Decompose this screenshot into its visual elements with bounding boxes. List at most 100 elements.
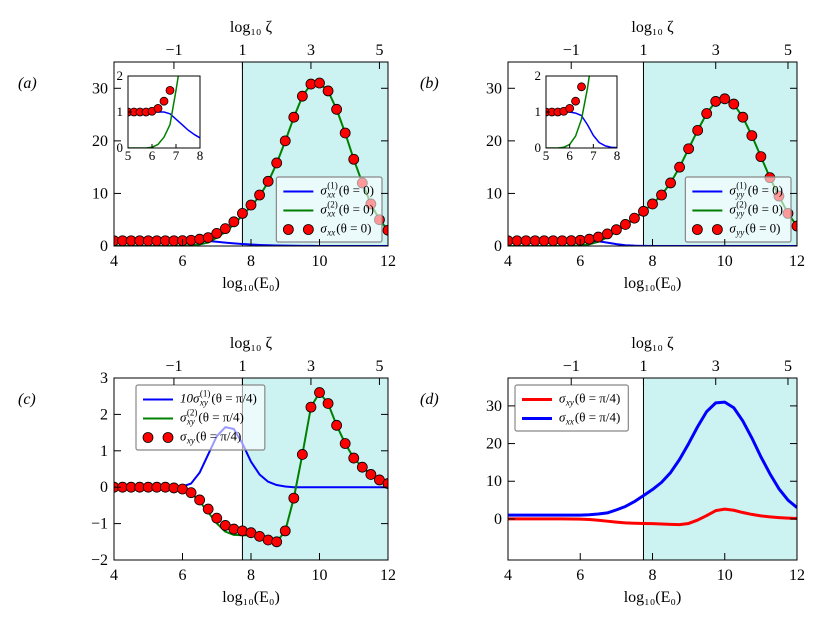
data-point [202,503,214,515]
line-series [508,507,797,527]
y-tick-label: 0 [100,479,108,496]
data-point [314,387,325,398]
legend-label: (2) [327,200,338,210]
data-point [647,198,658,210]
x-tick-label: 8 [247,567,255,584]
data-point [791,220,797,232]
data-point [322,398,334,409]
legend-label: (2) [736,200,747,210]
data-point [382,478,388,489]
legend-label: (θ = π/4) [575,409,620,424]
x2-tick-label: 5 [784,358,792,375]
y-tick-label: 20 [92,133,108,150]
x-axis-label: log₁₀(E₀) [624,275,682,292]
data-point [692,124,704,136]
x-tick-label: 4 [110,253,118,270]
data-point [339,127,351,139]
plot-area [508,400,797,527]
data-point [595,0,603,4]
y-tick-label: 10 [92,185,108,202]
x2-tick-label: 3 [712,358,720,375]
data-point [583,233,595,245]
y-tick-label: −2 [91,552,108,569]
panel: 10σ (1)xy (θ = π/4)σ (2)xy (θ = π/4)σ xy (θ = … [18,335,396,606]
data-point [665,177,676,189]
data-point [165,86,175,95]
data-point [382,224,388,236]
data-point [538,235,550,246]
legend-label: yy [735,209,744,219]
x-tick-label: 12 [380,567,396,584]
data-point [339,438,351,449]
x2-axis-label: log₁₀ ζ [230,19,273,36]
legend: σ (1)xx (θ = 0)σ (2)xx (θ = 0)σ xx (θ = 0) [275,176,383,243]
legend-label: σ [180,409,187,424]
x2-tick-label: 1 [238,358,246,375]
data-point [271,536,283,548]
inset-tick-label: 6 [149,148,156,163]
panel-label: (a) [18,75,37,92]
x2-axis-label: log₁₀ ζ [631,335,674,352]
inset-tick-label: 5 [125,148,132,163]
inset-tick-label: 2 [117,68,124,83]
legend: σ xy (θ = π/4)σ xx (θ = π/4) [514,384,629,432]
data-point [314,77,325,89]
data-point [365,469,377,480]
data-point [520,235,532,246]
y-tick-label: 30 [92,80,108,97]
inset-tick-label: 8 [197,148,204,163]
y-tick-label: 10 [486,185,502,202]
legend-label: yy [735,228,744,238]
data-point [279,525,291,537]
x2-tick-label: 3 [307,42,315,59]
inset-tick-label: 0 [117,140,124,155]
legend-label: 10σ [180,390,200,405]
data-point [279,135,291,147]
legend-box [684,176,792,243]
x-tick-label: 10 [717,253,733,270]
data-point [237,208,248,219]
data-point [348,153,360,165]
x-tick-label: 12 [789,567,805,584]
x-tick-label: 10 [717,567,733,584]
data-point [262,175,274,187]
inset-tick-label: 8 [614,148,621,163]
x2-tick-label: 1 [238,42,246,59]
data-point [159,96,169,106]
x2-axis-label: log₁₀ ζ [230,335,273,352]
data-point [683,143,695,155]
data-point [638,205,649,217]
data-point [331,103,343,115]
y-tick-label: 10 [486,473,502,490]
legend-label: (1) [327,181,338,191]
x-tick-label: 6 [179,253,187,270]
data-point [211,512,223,524]
legend: 10σ (1)xy (θ = π/4)σ (2)xy (θ = π/4)σ xy (θ = … [135,384,266,451]
legend-label: yy [735,190,744,200]
legend-marker [162,432,174,443]
legend-marker [711,224,723,235]
data-point [674,161,685,173]
data-point [601,228,613,240]
data-point [524,108,532,116]
data-point [292,36,300,44]
line-series [508,400,797,517]
x-tick-label: 10 [312,253,328,270]
data-point [228,216,240,228]
x-tick-label: 8 [649,567,657,584]
x-axis-label: log₁₀(E₀) [222,589,280,606]
legend-label: xx [326,190,335,200]
x2-tick-label: −1 [165,42,182,59]
data-point [755,151,767,163]
data-point [511,235,523,246]
legend-label: xx [326,228,335,238]
data-point [565,104,575,113]
x2-tick-label: 1 [639,358,647,375]
x2-tick-label: 1 [639,42,647,59]
legend-label: (θ = π/4) [575,390,620,405]
legend-box [275,176,383,243]
y-tick-label: −1 [91,516,108,533]
